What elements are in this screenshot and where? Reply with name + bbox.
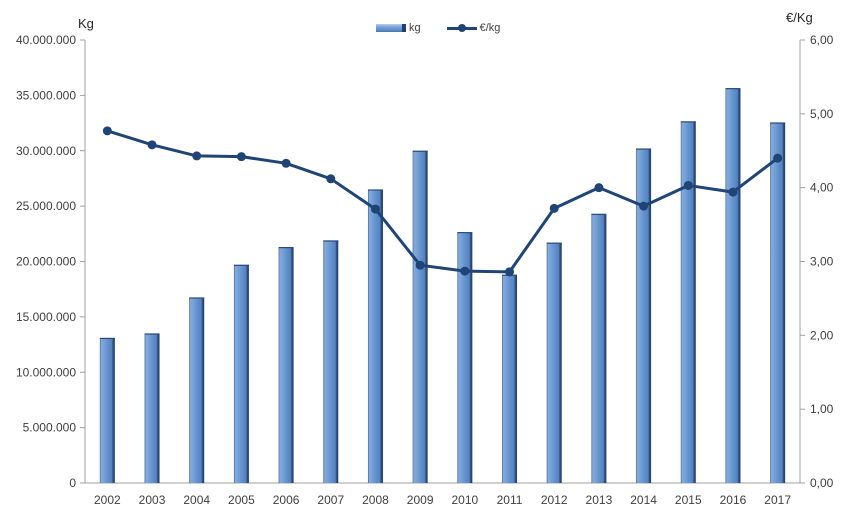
left-axis-tick-label: 10.000.000 [16, 365, 76, 379]
bar-2009 [412, 150, 428, 483]
bar-series-swatch-icon [376, 24, 406, 32]
left-axis-tick-label: 40.000.000 [16, 33, 76, 47]
price-marker-2006 [281, 158, 291, 168]
x-axis-label-2017: 2017 [764, 493, 791, 507]
right-axis-tick-label: 6,00 [810, 33, 834, 47]
bar-2003 [144, 333, 160, 483]
x-axis-label-2010: 2010 [451, 493, 478, 507]
right-axis-tick-label: 4,00 [810, 181, 834, 195]
x-axis-label-2014: 2014 [630, 493, 657, 507]
x-axis-label-2013: 2013 [586, 493, 613, 507]
right-axis-tick-label: 0,00 [810, 476, 834, 490]
right-axis-tick-label: 1,00 [810, 402, 834, 416]
price-marker-2005 [236, 152, 246, 162]
right-axis-tick-label: 3,00 [810, 255, 834, 269]
left-axis-tick-label: 5.000.000 [23, 421, 77, 435]
bar-2015 [680, 121, 696, 484]
bar-2010 [457, 232, 473, 483]
price-marker-2011 [505, 267, 515, 277]
left-axis-tick-label: 20.000.000 [16, 255, 76, 269]
bar-2007 [323, 240, 339, 483]
x-axis-label-2003: 2003 [139, 493, 166, 507]
right-axis-tick-label: 5,00 [810, 107, 834, 121]
right-axis-tick-label: 2,00 [810, 328, 834, 342]
price-marker-2008 [370, 204, 380, 214]
price-marker-2004 [192, 151, 202, 161]
price-marker-2010 [460, 266, 470, 276]
price-marker-2014 [639, 201, 649, 211]
x-axis-label-2002: 2002 [94, 493, 121, 507]
x-axis-label-2009: 2009 [407, 493, 434, 507]
legend-item-kg: kg [376, 22, 421, 34]
price-marker-2015 [683, 180, 693, 190]
left-axis-tick-label: 35.000.000 [16, 88, 76, 102]
legend: kg €/kg [376, 22, 500, 34]
legend-label-kg: kg [409, 22, 421, 34]
price-marker-2016 [728, 187, 738, 197]
bar-2006 [278, 247, 294, 483]
price-marker-2013 [594, 183, 604, 193]
bar-2005 [233, 264, 249, 483]
bar-2014 [636, 148, 652, 483]
left-axis-tick-label: 15.000.000 [16, 310, 76, 324]
legend-item-eur-per-kg: €/kg [446, 22, 501, 34]
x-axis-label-2012: 2012 [541, 493, 568, 507]
price-marker-2012 [549, 203, 559, 213]
x-axis-label-2006: 2006 [273, 493, 300, 507]
x-axis-label-2008: 2008 [362, 493, 389, 507]
legend-label-eur-per-kg: €/kg [479, 22, 501, 34]
price-marker-2017 [773, 153, 783, 163]
bar-2008 [367, 189, 383, 483]
price-marker-2002 [102, 126, 112, 136]
bar-2013 [591, 213, 607, 483]
right-axis-title: €/Kg [786, 10, 813, 25]
x-axis-label-2016: 2016 [720, 493, 747, 507]
price-marker-2007 [326, 174, 336, 184]
x-axis-label-2015: 2015 [675, 493, 702, 507]
left-axis-tick-label: 25.000.000 [16, 199, 76, 213]
price-marker-2009 [415, 260, 425, 270]
x-axis-label-2007: 2007 [317, 493, 344, 507]
x-axis-label-2004: 2004 [183, 493, 210, 507]
x-axis-label-2011: 2011 [497, 493, 523, 507]
bar-2017 [770, 122, 786, 483]
price-marker-2003 [147, 140, 157, 150]
bar-2012 [546, 242, 562, 483]
left-axis-title: Kg [78, 16, 94, 31]
bar-2002 [99, 337, 115, 483]
x-axis-label-2005: 2005 [228, 493, 255, 507]
bar-2016 [725, 88, 741, 484]
line-series-swatch-icon [446, 23, 477, 33]
left-axis-tick-label: 0 [69, 476, 76, 490]
price-line [106, 129, 779, 274]
left-axis-tick-label: 30.000.000 [16, 144, 76, 158]
bar-2004 [189, 297, 205, 483]
bar-2011 [502, 274, 518, 483]
